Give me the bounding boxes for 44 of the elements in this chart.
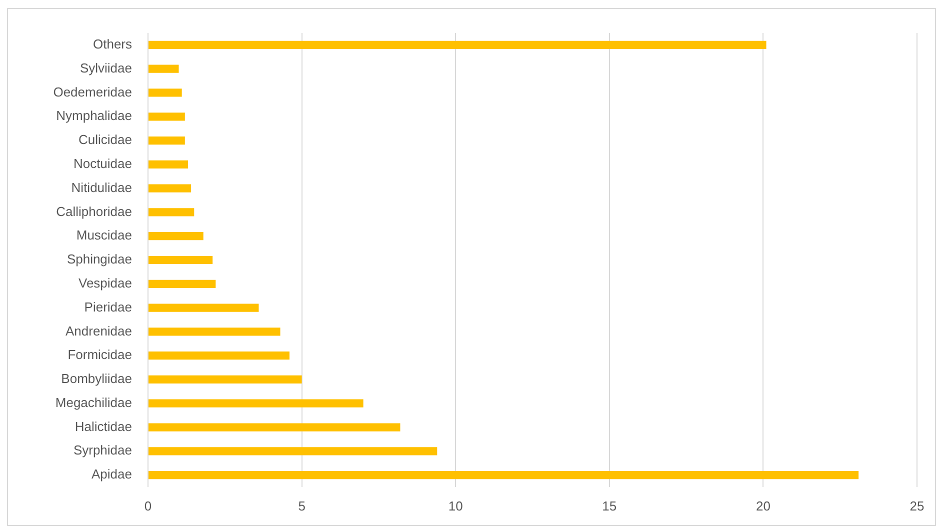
x-tick-label: 0 (144, 498, 152, 514)
y-tick-label: Pieridae (84, 299, 132, 314)
y-tick-label: Nitidulidae (71, 180, 132, 195)
bar (148, 88, 182, 97)
y-tick-label: Syrphidae (73, 442, 132, 458)
bar (148, 447, 438, 456)
bar (148, 470, 859, 480)
bar (148, 64, 179, 73)
bar (148, 208, 194, 216)
y-tick-label: Formicidae (68, 347, 132, 362)
y-tick-label: Vespidae (78, 275, 132, 290)
bar (148, 280, 216, 288)
bar (148, 304, 259, 312)
y-tick-label: Nymphalidae (56, 108, 132, 124)
bar (148, 184, 192, 192)
bar (148, 232, 204, 240)
bar (148, 40, 766, 50)
bar (148, 328, 280, 336)
bar (148, 399, 364, 408)
x-tick-label: 15 (602, 498, 617, 514)
y-tick-label: Culicidae (78, 132, 132, 148)
y-tick-label: Sylviidae (80, 60, 132, 76)
bar (148, 256, 213, 264)
x-tick-label: 20 (756, 498, 770, 514)
y-tick-label: Sphingidae (66, 252, 132, 267)
bar (148, 136, 185, 145)
y-tick-label: Others (92, 36, 132, 52)
y-tick-label: Halictidae (74, 418, 132, 434)
x-tick-label: 10 (448, 498, 463, 514)
bar (148, 375, 302, 384)
y-tick-label: Calliphoridae (56, 204, 132, 219)
bar (148, 112, 185, 121)
x-tick-label: 5 (298, 498, 306, 514)
y-tick-label: Apidae (92, 466, 132, 482)
y-tick-label: Oedemeridae (53, 84, 132, 100)
y-tick-label: Muscidae (76, 228, 132, 243)
y-tick-label: Noctuidae (73, 156, 132, 171)
x-tick-label: 25 (910, 498, 924, 514)
bar (148, 352, 290, 360)
y-tick-label: Bombyliidae (61, 371, 132, 386)
bar (148, 423, 400, 432)
bar (148, 160, 188, 168)
y-tick-label: Megachilidae (55, 394, 132, 410)
y-tick-label: Andrenidae (66, 323, 132, 338)
